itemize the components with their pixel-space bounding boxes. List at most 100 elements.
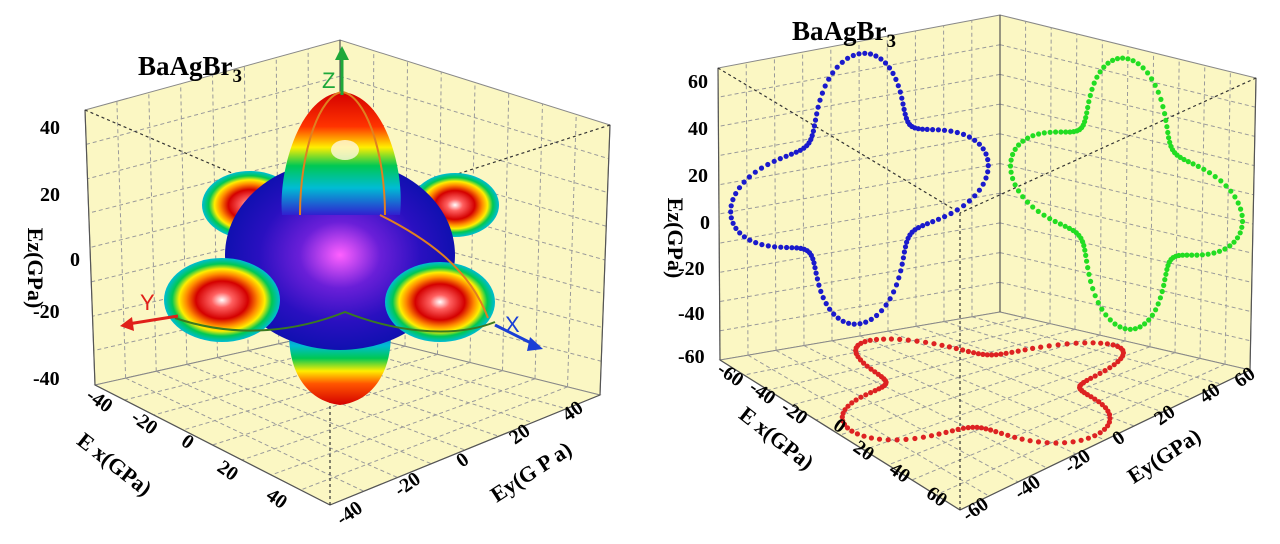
projection-point xyxy=(1194,252,1200,258)
grid-line xyxy=(339,75,609,160)
projection-point xyxy=(1083,115,1089,121)
projection-point xyxy=(887,296,893,302)
grid-edge xyxy=(84,109,96,386)
projection-point xyxy=(1064,341,1070,347)
projection-point xyxy=(810,256,816,262)
grid-line xyxy=(999,163,1254,225)
projection-point xyxy=(1199,252,1205,258)
projection-point xyxy=(812,117,819,123)
grid-line xyxy=(186,363,432,465)
projection-point xyxy=(872,388,878,394)
grid-line xyxy=(86,75,341,145)
axis-arrow-x: X xyxy=(494,312,543,351)
projection-point xyxy=(901,249,908,255)
projection-point xyxy=(901,106,907,112)
projection-point xyxy=(920,223,926,229)
projection-point xyxy=(993,429,999,435)
projection-point xyxy=(1157,295,1163,301)
projection-point xyxy=(856,51,862,57)
projection-point xyxy=(816,282,822,288)
projection-point xyxy=(857,357,864,363)
projection-point xyxy=(912,435,918,442)
projection-point xyxy=(733,191,739,197)
projection-point xyxy=(737,230,743,236)
projection-point xyxy=(948,210,954,217)
projection-point xyxy=(834,64,840,70)
projection-point xyxy=(827,306,833,312)
projection-point xyxy=(845,403,851,409)
projection-point xyxy=(1086,271,1092,277)
projection-point xyxy=(1038,344,1044,350)
projection-point xyxy=(993,352,999,358)
projection-point xyxy=(1107,365,1113,371)
projection-point xyxy=(864,363,870,369)
projection-point xyxy=(902,111,908,117)
projection-point xyxy=(1091,80,1097,86)
projection-point xyxy=(1005,432,1011,438)
grid-edge xyxy=(329,394,601,506)
projection-point xyxy=(1095,300,1101,306)
projection-point xyxy=(1232,194,1238,200)
right-chart-title: BaAgBr3 xyxy=(792,16,896,52)
projection-point xyxy=(980,351,986,357)
projection-point xyxy=(1114,56,1121,62)
projection-point xyxy=(1201,166,1207,172)
projection-point xyxy=(811,260,817,266)
projection-point xyxy=(1222,246,1228,252)
projection-point xyxy=(1041,212,1047,218)
grid-edge xyxy=(599,124,611,396)
box-outline xyxy=(329,124,611,216)
projection-point xyxy=(728,209,734,215)
projection-point xyxy=(1125,56,1131,62)
projection-point xyxy=(814,276,821,282)
projection-point xyxy=(730,220,736,226)
projection-point xyxy=(771,158,777,164)
projection-point xyxy=(1239,212,1245,218)
projection-point xyxy=(1084,110,1090,116)
left-y-axis-label: Ey(G P a) xyxy=(486,436,576,507)
projection-point xyxy=(1067,129,1073,135)
projection-point xyxy=(765,243,771,249)
box-outline xyxy=(959,77,1257,214)
projection-point xyxy=(867,51,874,57)
projection-point xyxy=(1195,163,1201,169)
projection-point xyxy=(1020,138,1026,144)
projection-point xyxy=(893,282,900,288)
grid-line xyxy=(943,321,1193,399)
projection-point xyxy=(976,141,983,147)
projection-point xyxy=(1009,349,1015,355)
projection-point xyxy=(972,193,978,199)
grid-line xyxy=(999,222,1252,283)
projection-point xyxy=(1062,223,1068,229)
projection-point xyxy=(1239,218,1246,225)
projection-point xyxy=(1153,307,1159,313)
right-panel: BaAgBr3 60 40 20 0 -20 -40 -60 Ez(GPa) -… xyxy=(663,14,1259,526)
projection-point xyxy=(1030,345,1036,351)
projection-point xyxy=(960,425,967,431)
right-z-tick: -20 xyxy=(678,258,705,280)
projection-point xyxy=(862,339,868,345)
projection-point xyxy=(863,392,869,398)
projection-point xyxy=(840,318,846,324)
projection-point xyxy=(1102,405,1109,411)
projection-point xyxy=(867,337,873,343)
grid-line xyxy=(217,357,466,451)
projection-point xyxy=(1234,235,1241,241)
projection-point xyxy=(894,437,900,443)
projection-point xyxy=(885,437,891,443)
projection-point xyxy=(797,147,803,153)
projection-point xyxy=(1090,286,1096,292)
left-z-tick: 0 xyxy=(70,249,80,271)
projection-point xyxy=(948,128,954,134)
projection-point xyxy=(839,59,845,65)
right-z-tick: -60 xyxy=(678,346,705,368)
right-z-tick: 40 xyxy=(688,118,708,140)
projection-point xyxy=(886,65,893,71)
projection-point xyxy=(1041,130,1047,136)
projection-point xyxy=(1103,312,1109,318)
projection-point xyxy=(1205,251,1211,257)
projection-point xyxy=(1078,437,1084,443)
projection-point xyxy=(752,169,758,175)
projection-point xyxy=(809,133,815,139)
projection-point xyxy=(845,55,851,61)
